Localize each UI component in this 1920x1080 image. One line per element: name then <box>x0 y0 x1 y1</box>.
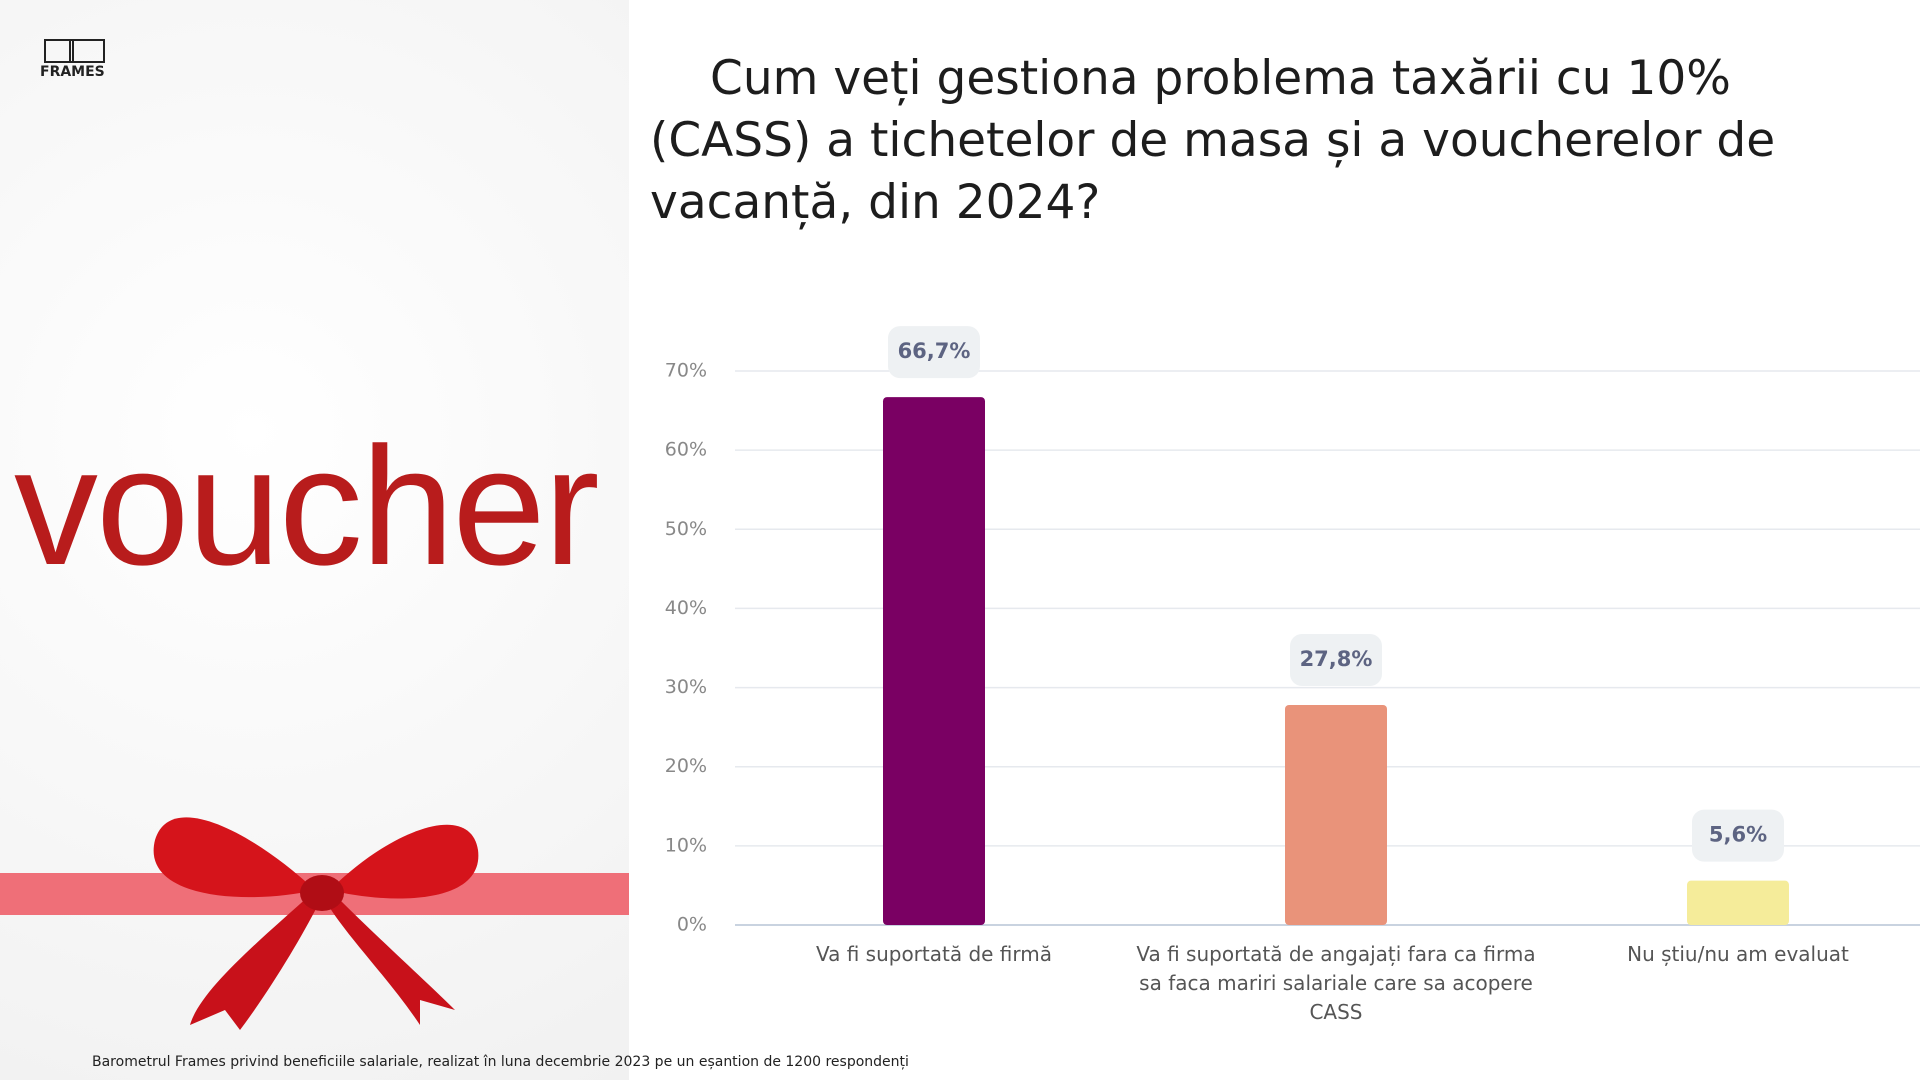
bar <box>1687 880 1789 925</box>
bow-loop <box>153 817 315 898</box>
logo: FRAMES <box>40 64 105 80</box>
promo-panel: FRAMES voucher <box>0 0 629 1080</box>
x-tick-label: Va fi suportată de firmă <box>815 942 1053 966</box>
y-tick-label: 0% <box>677 914 707 936</box>
bow-loop <box>330 824 479 899</box>
y-tick-label: 60% <box>665 439 707 461</box>
bar <box>883 397 985 925</box>
value-label-bg <box>888 326 980 379</box>
bow-art <box>0 39 629 1030</box>
y-tick-label: 70% <box>665 360 707 382</box>
bow-tail <box>328 895 455 1025</box>
footnote: Barometrul Frames privind beneficiile sa… <box>92 1054 909 1070</box>
value-label: 27,8% <box>1300 647 1373 671</box>
bow-knot <box>300 875 344 911</box>
bar <box>1285 704 1387 925</box>
y-tick-label: 40% <box>665 597 707 619</box>
x-tick-label: Va fi suportată de angajați fara ca firm… <box>1136 942 1536 1024</box>
chart-title: Cum veți gestiona problema taxării cu 10… <box>650 51 1776 230</box>
voucher-text: voucher <box>14 412 600 600</box>
y-tick-label: 20% <box>665 755 707 777</box>
y-tick-label: 10% <box>665 834 707 856</box>
y-tick-label: 50% <box>665 518 707 540</box>
value-label: 66,7% <box>898 339 971 363</box>
value-label-bg <box>1290 633 1382 686</box>
bow-tail <box>190 895 318 1030</box>
logo-icon <box>44 39 74 63</box>
value-label-bg <box>1692 809 1784 862</box>
x-tick-label: Nu știu/nu am evaluat <box>1627 942 1849 966</box>
y-tick-label: 30% <box>665 676 707 698</box>
value-label: 5,6% <box>1709 823 1767 847</box>
logo-icon <box>69 39 105 63</box>
